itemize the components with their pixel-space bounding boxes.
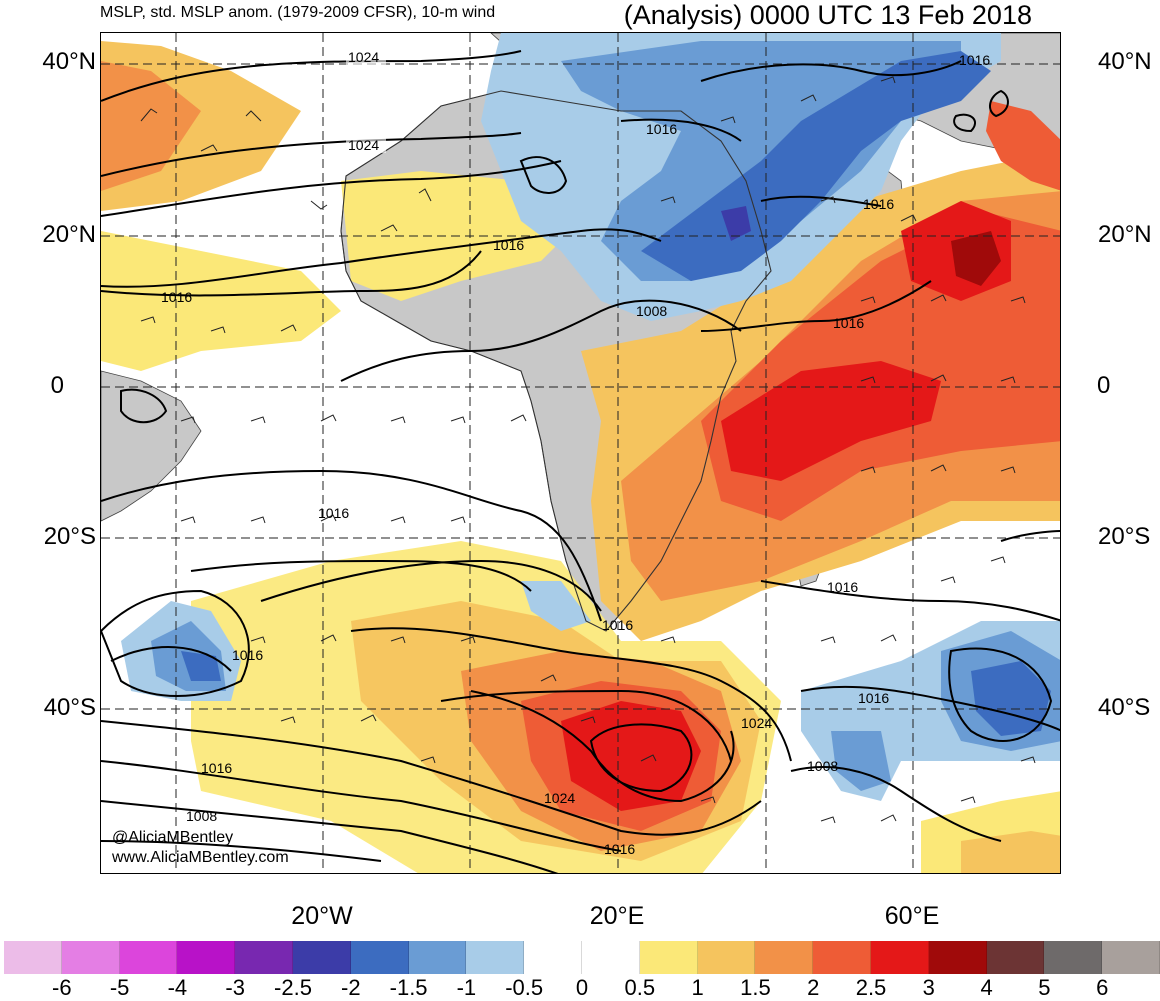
lat-label-eq-left: 0 <box>50 372 64 399</box>
lat-label-40n-right: 40°N <box>1098 48 1152 75</box>
anom-positive-yellow-west <box>101 231 341 371</box>
colorbar-cell <box>408 941 467 974</box>
colorbar-cell <box>235 941 293 974</box>
contour-label: 1008 <box>186 808 217 824</box>
contour-label: 1016 <box>161 289 192 305</box>
colorbar-tick-label: -5 <box>109 975 130 1000</box>
contour-label: 1016 <box>858 690 889 706</box>
contour-label: 1016 <box>602 617 633 633</box>
colorbar-cell <box>350 941 409 974</box>
anom-negative-se-4 <box>831 731 891 791</box>
colorbar-cell <box>466 941 525 974</box>
contour-labels: 1024 1024 1016 1016 1016 1016 1016 1008 … <box>161 49 990 857</box>
lat-label-eq-right: 0 <box>1097 372 1111 399</box>
coastline-africa <box>340 90 772 632</box>
colorbar-tick-label: -2 <box>341 975 361 1000</box>
colorbar-tick-label: 5 <box>1038 975 1051 1000</box>
colorbar-tick-label: 2 <box>807 975 820 1000</box>
colorbar-cell <box>928 941 987 974</box>
colorbar-tick-label: -2.5 <box>274 975 312 1000</box>
map-header-right: (Analysis) 0000 UTC 13 Feb 2018 <box>623 0 1032 30</box>
colorbar-tick-label: 2.5 <box>855 975 887 1000</box>
colorbar-tick-label: -6 <box>52 975 72 1000</box>
colorbar-cell <box>1102 941 1160 974</box>
contour-label: 1016 <box>201 760 232 776</box>
lon-label-60e: 60°E <box>884 902 940 930</box>
lat-label-40n-left: 40°N <box>42 48 96 75</box>
map-canvas: 1024 1024 1016 1016 1016 1016 1016 1008 … <box>101 33 1060 873</box>
contour-label: 1024 <box>544 790 575 806</box>
colorbar-tick-label: 1 <box>691 975 704 1000</box>
map-header-left: MSLP, std. MSLP anom. (1979-2009 CFSR), … <box>100 4 496 21</box>
contour-label: 1016 <box>232 647 263 663</box>
map-frame: 1024 1024 1016 1016 1016 1016 1016 1008 … <box>100 32 1061 874</box>
colorbar-tick-label: -0.5 <box>505 975 544 1000</box>
lat-label-20n-left: 20°N <box>42 221 96 248</box>
anom-negative-cape <box>521 581 591 631</box>
colorbar-cell <box>639 941 698 974</box>
anom-negative-se-3 <box>971 661 1051 736</box>
anom-positive-east-4 <box>721 361 941 481</box>
land-south-america <box>101 370 202 522</box>
contour-label: 1016 <box>959 52 990 68</box>
lat-label-20n-right: 20°N <box>1098 221 1152 248</box>
contour-label: 1016 <box>493 237 524 253</box>
contour-label: 1008 <box>807 758 838 774</box>
colorbar-tick-label: 1.5 <box>740 975 771 1000</box>
colorbar-cell <box>870 941 929 974</box>
anom-positive-3-sw <box>561 701 701 811</box>
contour-label: 1016 <box>827 579 858 595</box>
map-grid <box>101 33 1060 873</box>
credit-handle: @AliciaMBentley <box>112 829 234 846</box>
wind-barbs <box>140 76 1036 824</box>
credit-website: www.AliciaMBentley.com <box>112 849 289 866</box>
contour-label: 1024 <box>741 715 772 731</box>
contour-label: 1024 <box>348 137 379 153</box>
contour-label: 1016 <box>646 121 677 137</box>
contour-label: 1008 <box>636 303 667 319</box>
colorbar-cell <box>581 941 640 974</box>
colorbar-tick-label: -1 <box>456 975 477 1000</box>
contour-label: 1024 <box>348 49 379 65</box>
colorbar-cell <box>119 941 178 974</box>
colorbar-tick-label: 3 <box>922 975 935 1000</box>
contour-label: 1016 <box>863 196 894 212</box>
lon-label-20w: 20°W <box>291 902 353 930</box>
colorbar-cell <box>4 941 62 974</box>
colorbar <box>4 941 1160 974</box>
colorbar-tick-label: 0 <box>575 975 589 1000</box>
contour-label: 1016 <box>833 315 864 331</box>
colorbar-cell <box>524 941 582 974</box>
colorbar-cell <box>61 941 120 974</box>
colorbar-cell <box>292 941 351 974</box>
lon-label-20e: 20°E <box>589 902 645 930</box>
lat-label-40s-right: 40°S <box>1098 694 1151 721</box>
anom-negative-north-4 <box>721 206 751 241</box>
contour-label: 1016 <box>318 505 349 521</box>
colorbar-cell <box>755 941 814 974</box>
lat-label-20s-left: 20°S <box>43 523 96 550</box>
colorbar-tick-label: 0.5 <box>624 975 656 1000</box>
colorbar-tick-label: -1.5 <box>389 975 428 1000</box>
colorbar-cell <box>1044 941 1103 974</box>
colorbar-cell <box>177 941 236 974</box>
anom-positive-south-east-2 <box>961 831 1060 873</box>
lat-label-20s-right: 20°S <box>1098 523 1151 550</box>
anom-positive-east-5 <box>951 231 1001 286</box>
anom-negative-sw-3 <box>181 651 221 681</box>
colorbar-tick-label: 6 <box>1096 975 1109 1000</box>
colorbar-cell <box>986 941 1045 974</box>
colorbar-cell <box>813 941 871 974</box>
colorbar-tick-label: 4 <box>980 975 993 1000</box>
anom-positive-northeast <box>986 101 1060 191</box>
lat-label-40s-left: 40°S <box>43 694 96 721</box>
colorbar-tick-label: -3 <box>225 975 245 1000</box>
colorbar-tick-label: -4 <box>167 975 188 1000</box>
colorbar-cell <box>697 941 756 974</box>
contour-label: 1016 <box>604 841 635 857</box>
